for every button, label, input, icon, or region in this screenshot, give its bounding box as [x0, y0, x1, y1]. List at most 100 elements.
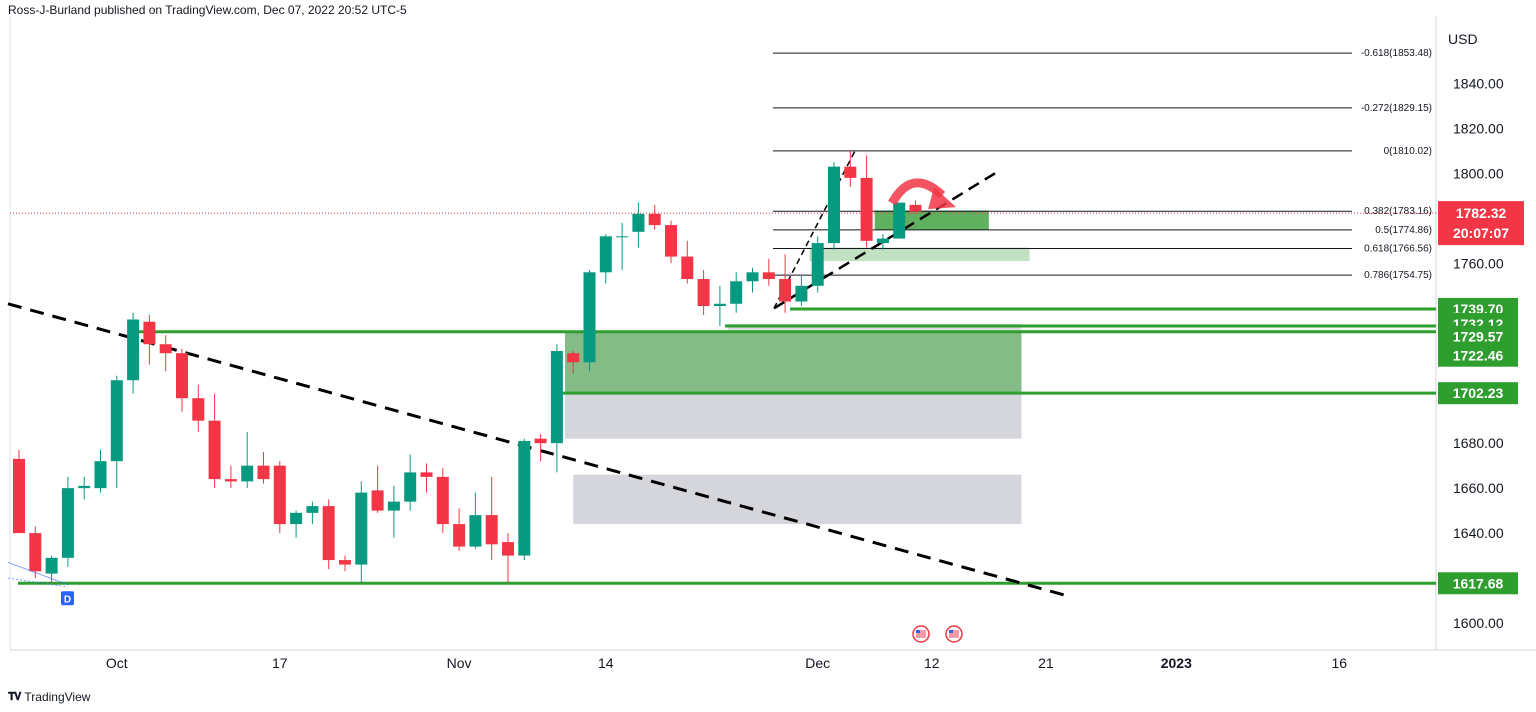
price-tick-label: 1680.00 [1453, 435, 1504, 451]
candle-body [550, 350, 563, 444]
candle-body [45, 557, 58, 574]
candle-body [143, 321, 156, 345]
support-zone-light-green [809, 247, 1030, 262]
candle-body [697, 279, 710, 307]
candle-body [176, 353, 188, 399]
candle-body [860, 177, 873, 241]
candle-body [746, 272, 759, 282]
candle-body [583, 272, 596, 363]
candle-body [828, 166, 840, 244]
candle-body [567, 353, 580, 363]
candle-body [224, 479, 237, 482]
candle-body [404, 472, 417, 502]
candle-body [29, 533, 42, 572]
candle-body [730, 281, 743, 304]
fib-level-label: 0(1810.02) [1384, 146, 1432, 157]
candle-body [485, 515, 498, 545]
level-badge-label: 1729.57 [1453, 329, 1504, 345]
fib-level-label: -0.618(1853.48) [1361, 48, 1432, 59]
time-tick-label: 16 [1332, 655, 1348, 671]
time-tick-label: 12 [924, 655, 940, 671]
us-flag-canton [949, 630, 953, 633]
fib-level-label: 0.786(1754.75) [1364, 270, 1432, 281]
level-badge-label: 1702.23 [1453, 385, 1504, 401]
candle-body [192, 398, 205, 421]
candle-body [322, 506, 335, 561]
level-badge-label: 1617.68 [1453, 575, 1504, 591]
level-badge [1438, 325, 1518, 348]
candle-body [779, 279, 792, 302]
footer: 𝐓𝐕 TradingView [8, 690, 90, 704]
candle-body [208, 420, 221, 480]
candle-body [844, 166, 857, 178]
us-flag-icon [945, 625, 963, 643]
currency-label: USD [1448, 31, 1478, 47]
tradingview-logo-icon: 𝐓𝐕 [8, 690, 21, 703]
price-tick-label: 1760.00 [1453, 255, 1504, 271]
us-flag-icon [912, 625, 930, 643]
demand-zone-grey-lower [573, 474, 1022, 525]
level-badge [1438, 382, 1518, 405]
forecast-arrow-head-icon [928, 187, 957, 210]
candle-body [648, 213, 661, 226]
level-badge-label: 1722.46 [1453, 348, 1504, 364]
price-tick-label: 1600.00 [1453, 615, 1504, 631]
candle-body [518, 440, 531, 556]
candle-body [257, 465, 270, 480]
candle-body [893, 202, 906, 239]
candle-body [681, 256, 694, 280]
candle-body [632, 213, 645, 232]
candle-body [273, 465, 286, 525]
candle-body [534, 438, 547, 444]
candle-body [469, 515, 482, 547]
fib-level-label: 0.5(1774.86) [1375, 225, 1432, 236]
price-tick-label: 1660.00 [1453, 480, 1504, 496]
candle-body [909, 204, 922, 212]
fib-level-label: 0.382(1783.16) [1364, 206, 1432, 217]
candle-body [502, 542, 514, 556]
publisher-header: Ross-J-Burland published on TradingView.… [8, 3, 407, 17]
candle-body [61, 488, 74, 558]
candle-body [94, 461, 107, 489]
time-tick-label: Dec [805, 655, 830, 671]
candle-body [795, 285, 808, 302]
price-tick-label: 1820.00 [1453, 120, 1504, 136]
demand-zone-green [565, 330, 1022, 393]
candle-body [420, 472, 433, 477]
candle-body [127, 319, 140, 381]
time-tick-label: 21 [1038, 655, 1054, 671]
fib-level-label: 0.618(1766.56) [1364, 244, 1432, 255]
candle-body [665, 225, 677, 257]
candle-body [713, 303, 726, 307]
candle-body [616, 236, 629, 238]
dividend-marker-label: D [64, 594, 71, 605]
candle-body [241, 465, 254, 482]
candle-body [78, 485, 91, 489]
fib-level-label: -0.272(1829.15) [1361, 103, 1432, 114]
current-price-badge [1438, 201, 1524, 246]
brand-name[interactable]: TradingView [24, 690, 91, 704]
candle-body [371, 490, 384, 511]
us-flag-canton [916, 630, 920, 633]
fan-line [7, 561, 69, 586]
price-tick-label: 1840.00 [1453, 75, 1504, 91]
candle-body [110, 380, 123, 462]
candle-body [387, 501, 400, 511]
candle-body [876, 238, 889, 244]
ascending-trendline [773, 172, 996, 310]
candle-body [811, 243, 824, 286]
time-tick-label: Oct [106, 655, 128, 671]
candle-body [762, 272, 775, 280]
level-badge-label: 1739.70 [1453, 301, 1504, 317]
time-tick-label: 2023 [1161, 655, 1192, 671]
us-flag-icon-ring [912, 625, 930, 643]
candle-body [159, 344, 172, 354]
dividend-marker [61, 591, 74, 606]
candle-body [290, 512, 303, 525]
price-tick-label: 1640.00 [1453, 525, 1504, 541]
current-price-label: 1782.32 [1456, 205, 1507, 221]
level-badge [1438, 344, 1518, 367]
time-tick-label: 17 [272, 655, 288, 671]
candle-body [599, 236, 612, 273]
